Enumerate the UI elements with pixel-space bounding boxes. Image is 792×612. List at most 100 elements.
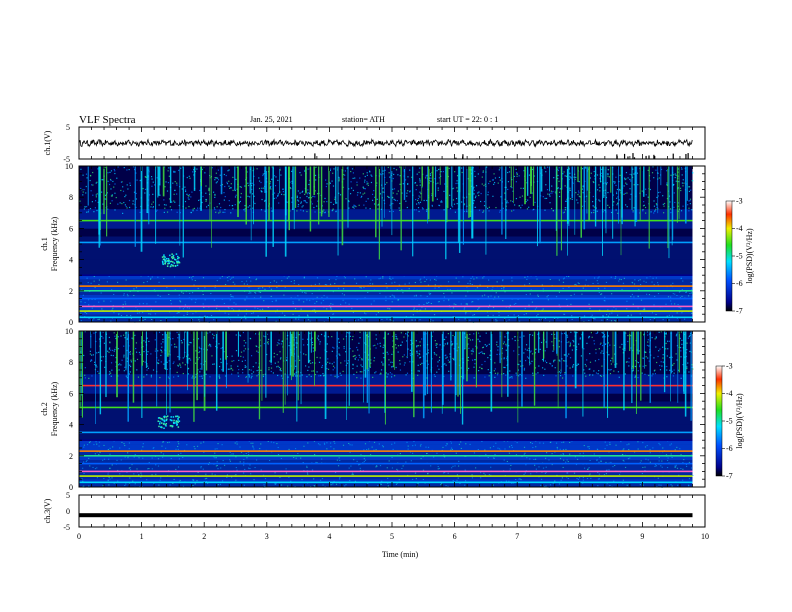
spectrogram-noise: [339, 354, 341, 356]
spectrogram-noise: [674, 176, 676, 179]
spectrogram-noise: [367, 198, 369, 200]
spectrogram-feature: [161, 256, 164, 258]
spectrogram-noise: [674, 465, 676, 467]
spectrogram-noise: [588, 467, 590, 469]
spectrogram-noise: [176, 211, 178, 213]
spectrogram-noise: [329, 168, 332, 170]
spectrogram-noise: [174, 181, 176, 183]
spectrogram-noise: [244, 208, 246, 210]
spectrogram-noise: [354, 177, 356, 179]
spectrogram-noise: [207, 332, 209, 334]
spectrogram-noise: [303, 301, 305, 303]
spectrogram-noise: [289, 187, 292, 189]
spectrogram-noise: [665, 170, 668, 172]
spectrogram-noise: [474, 359, 476, 361]
spectrogram-noise: [589, 374, 591, 376]
spectrogram-noise: [655, 277, 657, 279]
spectrogram-noise: [313, 484, 315, 486]
spectrogram-noise: [234, 283, 236, 285]
spectrogram-noise: [109, 447, 111, 449]
spectrogram-noise: [89, 441, 91, 443]
spectrogram-noise: [83, 208, 85, 210]
spectrogram-noise: [196, 168, 198, 170]
spectrogram-noise: [141, 311, 144, 313]
spectrogram-noise: [645, 365, 647, 367]
spectrogram-noise: [647, 339, 649, 341]
spectrogram-noise: [449, 194, 451, 196]
spectrogram-noise: [189, 359, 192, 361]
spectrogram-noise: [285, 472, 288, 474]
spectrogram-noise: [357, 319, 360, 321]
spectrogram-noise: [407, 190, 409, 192]
spectrogram-noise: [617, 202, 619, 204]
spectrogram-noise: [366, 172, 368, 174]
spectrogram-noise: [99, 451, 101, 453]
spectrogram-noise: [130, 361, 132, 363]
spectrogram-noise: [655, 337, 657, 339]
spectrogram-noise: [129, 477, 131, 479]
spectrogram-noise: [578, 181, 580, 183]
spectrogram-noise: [507, 345, 510, 347]
spectrogram-noise: [677, 202, 680, 204]
spectrogram-noise: [672, 364, 674, 366]
spectrogram-noise: [492, 195, 494, 197]
spectrogram-noise: [680, 189, 682, 192]
spectrogram-noise: [302, 205, 304, 207]
spectrogram-feature: [177, 262, 179, 264]
spectrogram-noise: [257, 315, 259, 317]
spectrogram-noise: [445, 485, 447, 487]
spectrogram-noise: [282, 191, 285, 193]
spectrogram-noise: [669, 356, 671, 359]
spectrogram-noise: [349, 193, 352, 195]
spectrogram-noise: [221, 444, 223, 446]
ch1-waveform-ticks: [78, 127, 706, 159]
spectrogram-noise: [691, 296, 693, 298]
spectrogram-noise: [639, 279, 641, 281]
spectrogram-noise: [309, 320, 311, 322]
spectrogram-noise: [329, 169, 331, 172]
spectrogram-noise: [207, 463, 210, 465]
spectrogram-noise: [649, 461, 651, 463]
spectrogram-noise: [98, 279, 101, 281]
spectrogram-noise: [592, 205, 595, 207]
spectrogram-noise: [230, 365, 232, 367]
spectrogram-noise: [402, 292, 404, 294]
spectrogram-noise: [219, 211, 221, 213]
spectrogram-noise: [686, 366, 688, 368]
spectrogram-noise: [172, 482, 174, 484]
spectrogram-noise: [544, 317, 547, 319]
spectrogram-noise: [606, 469, 608, 471]
spectrogram-noise: [426, 199, 428, 202]
spectrogram-noise: [319, 211, 321, 214]
spectrogram-noise: [452, 334, 454, 337]
spectrogram-noise: [434, 284, 436, 286]
spectrogram-bin-row: [79, 424, 693, 429]
spectrogram-noise: [147, 275, 149, 277]
spectrogram-noise: [419, 341, 421, 343]
spectrogram-noise: [162, 441, 165, 443]
spectrogram-noise: [562, 454, 565, 456]
spectrogram-noise: [471, 284, 473, 286]
spectrogram-band: [79, 285, 693, 287]
spectrogram-noise: [455, 197, 458, 200]
spectrogram-feature: [173, 262, 176, 264]
spectrogram-noise: [228, 180, 230, 182]
spectrogram-noise: [257, 287, 260, 289]
frequency-tick-label: 2: [69, 287, 73, 296]
spectrogram-noise: [399, 344, 402, 346]
spectrogram-noise: [501, 347, 503, 350]
spectrogram-noise: [307, 315, 309, 317]
spectrogram-noise: [84, 301, 86, 303]
spectrogram-noise: [332, 303, 334, 305]
spectrogram-noise: [601, 168, 603, 171]
spectrogram-noise: [177, 441, 179, 443]
spectrogram-noise: [182, 308, 184, 310]
spectrogram-noise: [463, 308, 465, 310]
spectrogram-noise: [391, 467, 394, 469]
spectrogram-noise: [343, 282, 345, 284]
spectrogram-noise: [569, 453, 571, 455]
spectrogram-noise: [619, 346, 621, 348]
spectrogram-noise: [97, 168, 99, 170]
spectrogram-noise: [415, 209, 417, 211]
spectrogram-noise: [519, 336, 521, 338]
